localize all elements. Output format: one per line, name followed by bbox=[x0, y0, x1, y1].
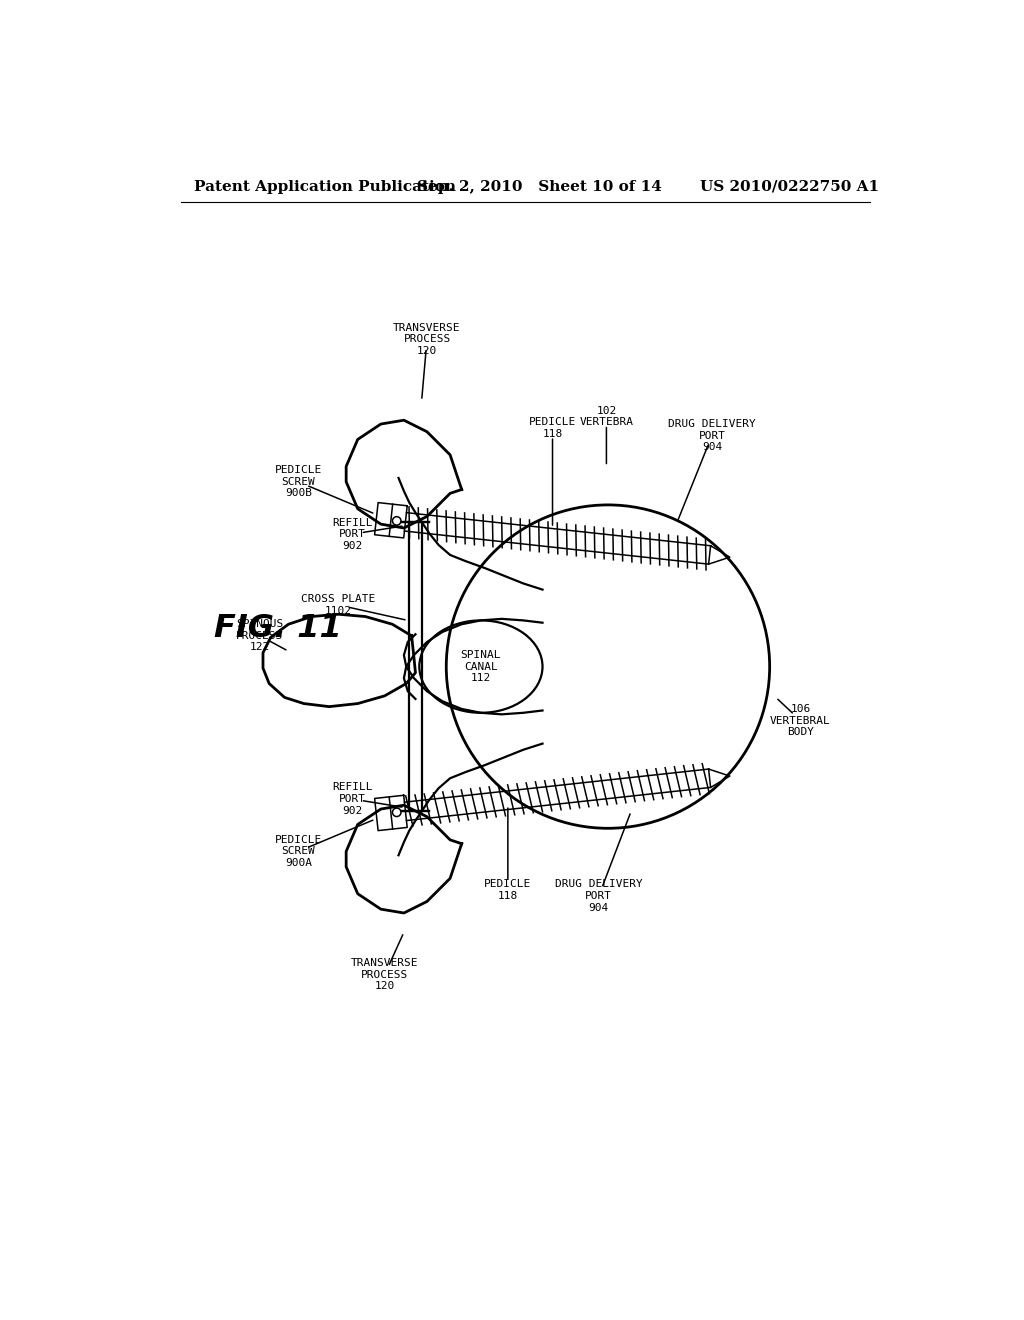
Text: 102
VERTEBRA: 102 VERTEBRA bbox=[580, 405, 634, 428]
Text: TRANSVERSE
PROCESS
120: TRANSVERSE PROCESS 120 bbox=[351, 958, 419, 991]
Text: REFILL
PORT
902: REFILL PORT 902 bbox=[332, 783, 373, 816]
Text: PEDICLE
SCREW
900A: PEDICLE SCREW 900A bbox=[274, 834, 322, 869]
Text: Sep. 2, 2010   Sheet 10 of 14: Sep. 2, 2010 Sheet 10 of 14 bbox=[417, 180, 662, 194]
Text: US 2010/0222750 A1: US 2010/0222750 A1 bbox=[700, 180, 880, 194]
Text: CROSS PLATE
1102: CROSS PLATE 1102 bbox=[301, 594, 376, 616]
Text: 106
VERTEBRAL
BODY: 106 VERTEBRAL BODY bbox=[770, 704, 830, 737]
Text: FIG. 11: FIG. 11 bbox=[214, 612, 341, 644]
Text: SPINOUS
PROCESS
122: SPINOUS PROCESS 122 bbox=[237, 619, 284, 652]
Text: PEDICLE
118: PEDICLE 118 bbox=[484, 879, 531, 900]
Text: SPINAL
CANAL
112: SPINAL CANAL 112 bbox=[461, 649, 501, 684]
Text: DRUG DELIVERY
PORT
904: DRUG DELIVERY PORT 904 bbox=[668, 418, 756, 453]
Text: PEDICLE
SCREW
900B: PEDICLE SCREW 900B bbox=[274, 465, 322, 499]
Text: REFILL
PORT
902: REFILL PORT 902 bbox=[332, 517, 373, 550]
Text: DRUG DELIVERY
PORT
904: DRUG DELIVERY PORT 904 bbox=[555, 879, 643, 912]
Text: Patent Application Publication: Patent Application Publication bbox=[194, 180, 456, 194]
Text: PEDICLE
118: PEDICLE 118 bbox=[528, 417, 577, 438]
Text: TRANSVERSE
PROCESS
120: TRANSVERSE PROCESS 120 bbox=[393, 323, 461, 356]
